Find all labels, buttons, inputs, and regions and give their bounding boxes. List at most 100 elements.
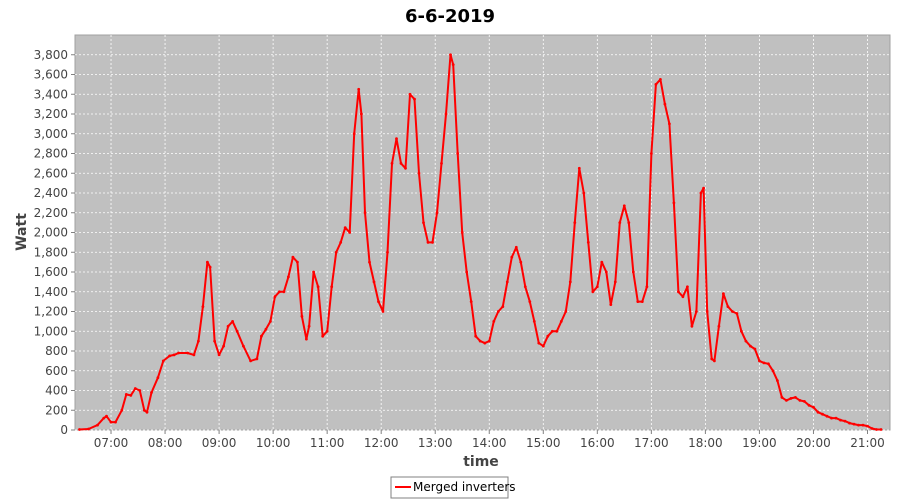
data-point <box>631 270 635 274</box>
data-point <box>672 201 676 205</box>
data-point <box>586 241 590 244</box>
data-point <box>866 424 869 428</box>
data-point <box>208 265 212 269</box>
x-axis: 07:00 08:00 09:00 10:00 11:00 12:00 13:00 14:00… <box>94 430 885 450</box>
y-tick-label: 1,200 <box>34 305 68 319</box>
data-point <box>812 405 815 409</box>
data-point <box>222 344 226 348</box>
data-point <box>789 397 793 400</box>
data-point <box>451 63 455 66</box>
data-point <box>609 303 613 306</box>
data-point <box>343 226 347 230</box>
data-point <box>172 353 176 357</box>
data-point <box>622 204 626 208</box>
y-tick-label: 400 <box>45 384 68 398</box>
legend: Merged inverters <box>390 476 516 499</box>
x-tick-label: 18:00 <box>688 436 723 450</box>
data-point <box>377 300 380 303</box>
data-point <box>749 344 752 348</box>
data-point <box>654 83 658 86</box>
data-point <box>514 245 518 249</box>
data-point <box>231 320 235 323</box>
data-point <box>474 334 478 338</box>
y-tick-label: 200 <box>45 403 68 417</box>
data-point <box>102 416 106 420</box>
grid <box>75 35 890 431</box>
data-point <box>226 324 230 328</box>
data-point <box>465 270 469 274</box>
data-point <box>523 285 527 289</box>
data-point <box>663 102 667 106</box>
data-point <box>456 152 460 155</box>
data-point <box>242 344 245 348</box>
data-point <box>478 339 482 343</box>
y-tick-label: 1,600 <box>34 265 68 279</box>
data-point <box>613 280 617 284</box>
y-axis: 0 200 400 600 800 1,000 1,200 1,400 1,600 1,800 2,… <box>34 48 75 437</box>
data-point <box>96 423 99 427</box>
data-point <box>192 353 196 357</box>
data-point <box>282 290 286 294</box>
data-point <box>830 416 833 420</box>
data-point <box>386 250 389 254</box>
data-point <box>316 285 320 289</box>
data-point <box>312 270 315 274</box>
data-point <box>519 260 523 264</box>
data-point <box>300 315 304 318</box>
data-point <box>713 359 716 363</box>
chart-title: 6-6-2019 <box>405 6 495 27</box>
data-point <box>528 300 532 303</box>
data-point <box>555 329 559 333</box>
data-point <box>686 285 689 289</box>
data-point <box>582 191 586 195</box>
data-point <box>848 421 851 425</box>
data-point <box>460 231 464 234</box>
data-point <box>177 351 181 355</box>
data-point <box>568 280 572 284</box>
data-point <box>785 399 788 402</box>
data-point <box>870 427 874 430</box>
x-tick-label: 21:00 <box>850 436 885 450</box>
data-point <box>546 334 550 338</box>
data-point <box>803 400 806 403</box>
data-point <box>138 389 142 392</box>
y-tick-label: 600 <box>45 364 68 378</box>
data-point <box>659 78 662 81</box>
data-point <box>408 92 412 96</box>
data-point <box>816 410 820 414</box>
data-point <box>278 290 281 294</box>
data-point <box>510 255 514 259</box>
x-tick-label: 13:00 <box>418 436 453 450</box>
data-point <box>879 428 883 431</box>
data-point <box>325 329 329 333</box>
data-point <box>156 376 160 380</box>
y-tick-label: 2,200 <box>34 206 68 220</box>
data-point <box>360 112 363 116</box>
x-tick-label: 08:00 <box>148 436 183 450</box>
data-point <box>417 171 421 175</box>
data-point <box>857 423 860 427</box>
x-tick-label: 11:00 <box>310 436 345 450</box>
data-point <box>201 305 205 308</box>
data-point <box>390 162 394 165</box>
data-point <box>440 162 443 165</box>
data-point <box>287 275 290 279</box>
data-point <box>726 305 730 308</box>
data-point <box>861 423 865 427</box>
y-tick-label: 2,600 <box>34 166 68 180</box>
data-point <box>825 414 829 418</box>
data-point <box>875 428 878 431</box>
data-point <box>501 305 505 308</box>
y-tick-label: 2,400 <box>34 186 68 200</box>
x-tick-label: 09:00 <box>202 436 237 450</box>
data-point <box>821 412 824 416</box>
data-point <box>133 387 137 390</box>
data-point <box>532 320 536 323</box>
data-point <box>348 231 352 234</box>
x-tick-label: 17:00 <box>634 436 669 450</box>
data-point <box>702 186 705 190</box>
data-point <box>505 280 509 284</box>
data-point <box>573 221 577 225</box>
data-point <box>124 393 128 396</box>
